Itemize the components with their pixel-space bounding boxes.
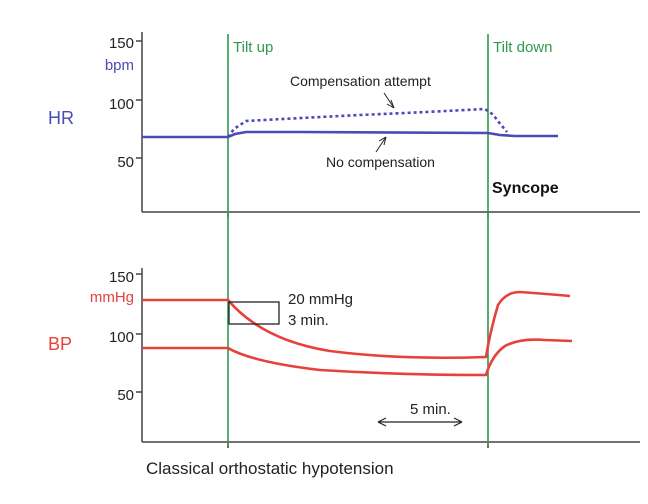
bp-side-label: BP bbox=[48, 334, 72, 354]
scale-bar-label: 5 min. bbox=[410, 401, 451, 418]
hr-tick-label-150: 150 bbox=[109, 35, 134, 52]
bp-tick-label-50: 50 bbox=[117, 387, 134, 404]
scale-bar-right-head bbox=[453, 417, 463, 427]
hr-axes bbox=[136, 32, 640, 218]
no-compensation-arrow bbox=[375, 136, 387, 153]
hr-tick-label-100: 100 bbox=[109, 96, 134, 113]
bp-systolic-curve bbox=[142, 290, 571, 360]
bp-unit-label: mmHg bbox=[90, 289, 134, 306]
figure-caption: Classical orthostatic hypotension bbox=[146, 459, 394, 478]
bp-drop-box bbox=[228, 301, 280, 325]
compensation-arrow-head bbox=[386, 99, 395, 109]
no-compensation-label: No compensation bbox=[326, 154, 435, 170]
no-compensation-arrow-head bbox=[378, 136, 387, 146]
hr-no-compensation-curve bbox=[142, 130, 558, 139]
bp-drop-box-minutes: 3 min. bbox=[288, 312, 329, 329]
syncope-label: Syncope bbox=[492, 180, 559, 197]
bp-tick-label-150: 150 bbox=[109, 269, 134, 286]
compensation-arrow bbox=[383, 92, 395, 109]
hr-tick-label-50: 50 bbox=[117, 154, 134, 171]
compensation-attempt-label: Compensation attempt bbox=[290, 73, 431, 89]
scale-bar-left-head bbox=[377, 417, 387, 427]
hr-unit-label: bpm bbox=[105, 57, 134, 74]
hr-side-label: HR bbox=[48, 108, 74, 128]
tilt-up-label: Tilt up bbox=[233, 39, 273, 56]
bp-tick-label-100: 100 bbox=[109, 329, 134, 346]
tilt-down-label: Tilt down bbox=[493, 39, 552, 56]
bp-diastolic-curve bbox=[142, 338, 573, 377]
bp-drop-box-mmhg: 20 mmHg bbox=[288, 291, 353, 308]
hr-compensation-curve bbox=[226, 107, 508, 138]
